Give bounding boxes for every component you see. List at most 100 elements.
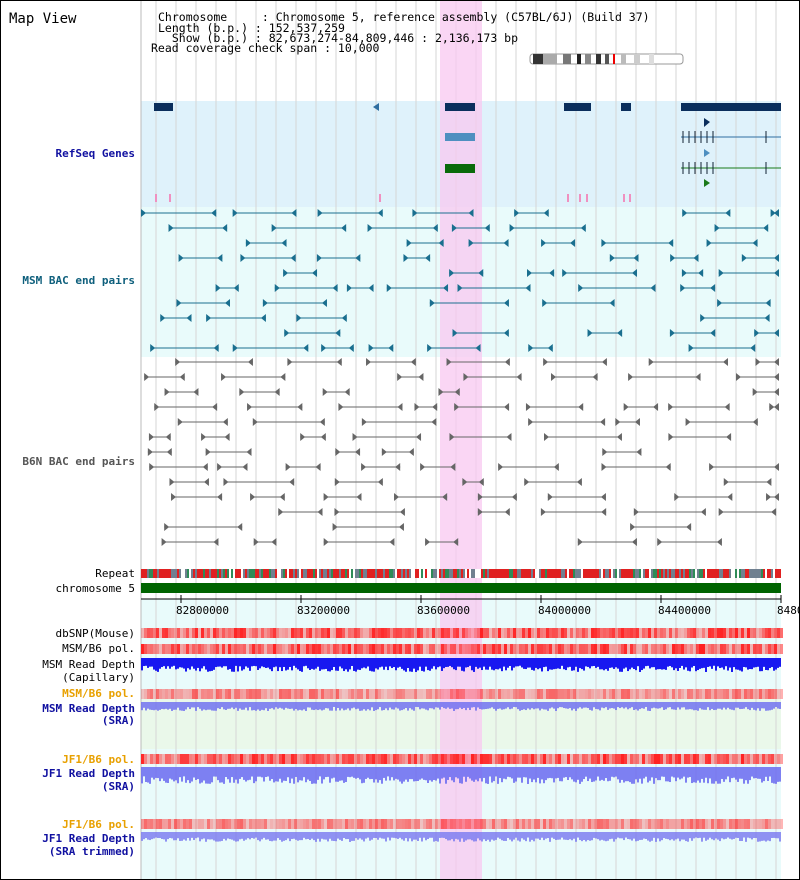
repeat-segment [641, 569, 643, 578]
snp-density-cell [765, 628, 768, 638]
b6n-bac-pair [636, 448, 642, 456]
depth-bar [345, 832, 347, 840]
msm-bac-pair [714, 224, 720, 232]
b6n-bac-pair [356, 493, 362, 501]
snp-density-cell [369, 644, 372, 654]
snp-density-cell [168, 628, 171, 638]
msm-bac-pair [388, 344, 394, 352]
depth-bar [441, 767, 443, 779]
snp-density-cell [579, 689, 582, 699]
snp-density-cell [711, 628, 714, 638]
depth-bar [555, 702, 557, 711]
track-label-msm-depth-sra[interactable]: MSM Read Depth [42, 702, 135, 715]
b6n-bac-pair [278, 508, 284, 516]
track-label-jf1-depth-trim[interactable]: JF1 Read Depth [42, 832, 135, 845]
depth-bar [381, 832, 383, 839]
depth-bar [539, 832, 541, 840]
repeat-segment [159, 569, 161, 578]
chromosome-ideogram[interactable] [529, 53, 685, 65]
depth-bar [605, 658, 607, 670]
track-label-jf1-depth-sra-2[interactable]: (SRA) [101, 780, 135, 793]
b6n-bac-pair [506, 433, 512, 441]
snp-density-cell [471, 628, 474, 638]
info-chromosome: Chromosome : Chromosome 5, reference ass… [158, 10, 650, 24]
b6n-bac-pair [315, 463, 321, 471]
snp-density-cell [726, 644, 729, 654]
snp-density-cell [288, 644, 291, 654]
track-label-msm-depth-cap-2[interactable]: (Capillary) [62, 671, 135, 684]
depth-bar [463, 658, 465, 672]
depth-bar [611, 832, 613, 839]
snp-density-cell [651, 628, 654, 638]
depth-bar [463, 702, 465, 708]
b6n-bac-pair [381, 448, 387, 456]
track-label-refseq[interactable]: RefSeq Genes [55, 147, 135, 160]
track-label-msm-b6-pol-2[interactable]: MSM/B6 pol. [62, 687, 135, 700]
depth-bar [463, 832, 465, 842]
depth-bar [191, 767, 193, 782]
gene-block [681, 103, 781, 111]
snp-density-cell [753, 628, 756, 638]
depth-bar [453, 832, 455, 842]
snp-density-cell [681, 754, 684, 764]
depth-bar [623, 658, 625, 669]
snp-density-cell [141, 819, 144, 829]
track-label-msm-b6-pol-1[interactable]: MSM/B6 pol. [62, 642, 135, 655]
snp-density-cell [234, 819, 237, 829]
b6n-bac-pair [144, 373, 150, 381]
depth-bar [201, 832, 203, 840]
snp-density-cell [336, 644, 339, 654]
snp-density-cell [405, 689, 408, 699]
repeat-segment [199, 569, 201, 578]
repeat-segment [535, 569, 537, 578]
depth-bar [219, 832, 221, 842]
track-label-msm-depth-cap[interactable]: MSM Read Depth [42, 658, 135, 671]
snp-density-cell [474, 819, 477, 829]
depth-bar [741, 658, 743, 672]
depth-bar [759, 658, 761, 672]
depth-bar [703, 832, 705, 838]
track-label-msm-bac[interactable]: MSM BAC end pairs [22, 274, 135, 287]
repeat-segment [165, 569, 167, 578]
track-label-jf1-depth-trim-2[interactable]: (SRA trimmed) [48, 845, 135, 858]
repeat-segment [349, 569, 351, 578]
b6n-bac-pair [148, 433, 154, 441]
repeat-segment [365, 569, 367, 578]
snp-density-cell [633, 644, 636, 654]
snp-density-cell [417, 644, 420, 654]
depth-bar [217, 702, 219, 709]
track-label-jf1-b6-pol-2[interactable]: JF1/B6 pol. [62, 818, 135, 831]
track-label-repeat[interactable]: Repeat [95, 567, 135, 580]
repeat-segment [471, 569, 473, 578]
msm-bac-pair [700, 314, 706, 322]
snp-density-cell [588, 628, 591, 638]
depth-bar [145, 767, 147, 782]
snp-density-cell [555, 689, 558, 699]
track-label-chromosome[interactable]: chromosome 5 [55, 582, 135, 595]
track-label-msm-depth-sra-2[interactable]: (SRA) [101, 714, 135, 727]
snp-density-cell [672, 628, 675, 638]
repeat-segment [507, 569, 509, 578]
snp-density-cell [696, 644, 699, 654]
depth-bar [193, 658, 195, 669]
b6n-bac-pair [171, 493, 177, 501]
depth-bar [355, 702, 357, 710]
depth-bar [381, 767, 383, 784]
depth-bar [419, 658, 421, 667]
snp-density-cell [459, 644, 462, 654]
b6n-bac-pair [431, 418, 437, 426]
snp-density-cell [567, 819, 570, 829]
snp-density-cell [771, 754, 774, 764]
track-label-dbsnp[interactable]: dbSNP(Mouse) [55, 627, 135, 640]
refseq-mark [169, 194, 171, 202]
repeat-segment [555, 569, 557, 578]
depth-bar [507, 832, 509, 838]
depth-bar [413, 832, 415, 840]
track-label-jf1-depth-sra[interactable]: JF1 Read Depth [42, 767, 135, 780]
track-label-b6n-bac[interactable]: B6N BAC end pairs [22, 455, 135, 468]
snp-density-cell [756, 819, 759, 829]
depth-bar [201, 702, 203, 711]
depth-bar [677, 767, 679, 778]
snp-density-cell [249, 644, 252, 654]
track-label-jf1-b6-pol-1[interactable]: JF1/B6 pol. [62, 753, 135, 766]
